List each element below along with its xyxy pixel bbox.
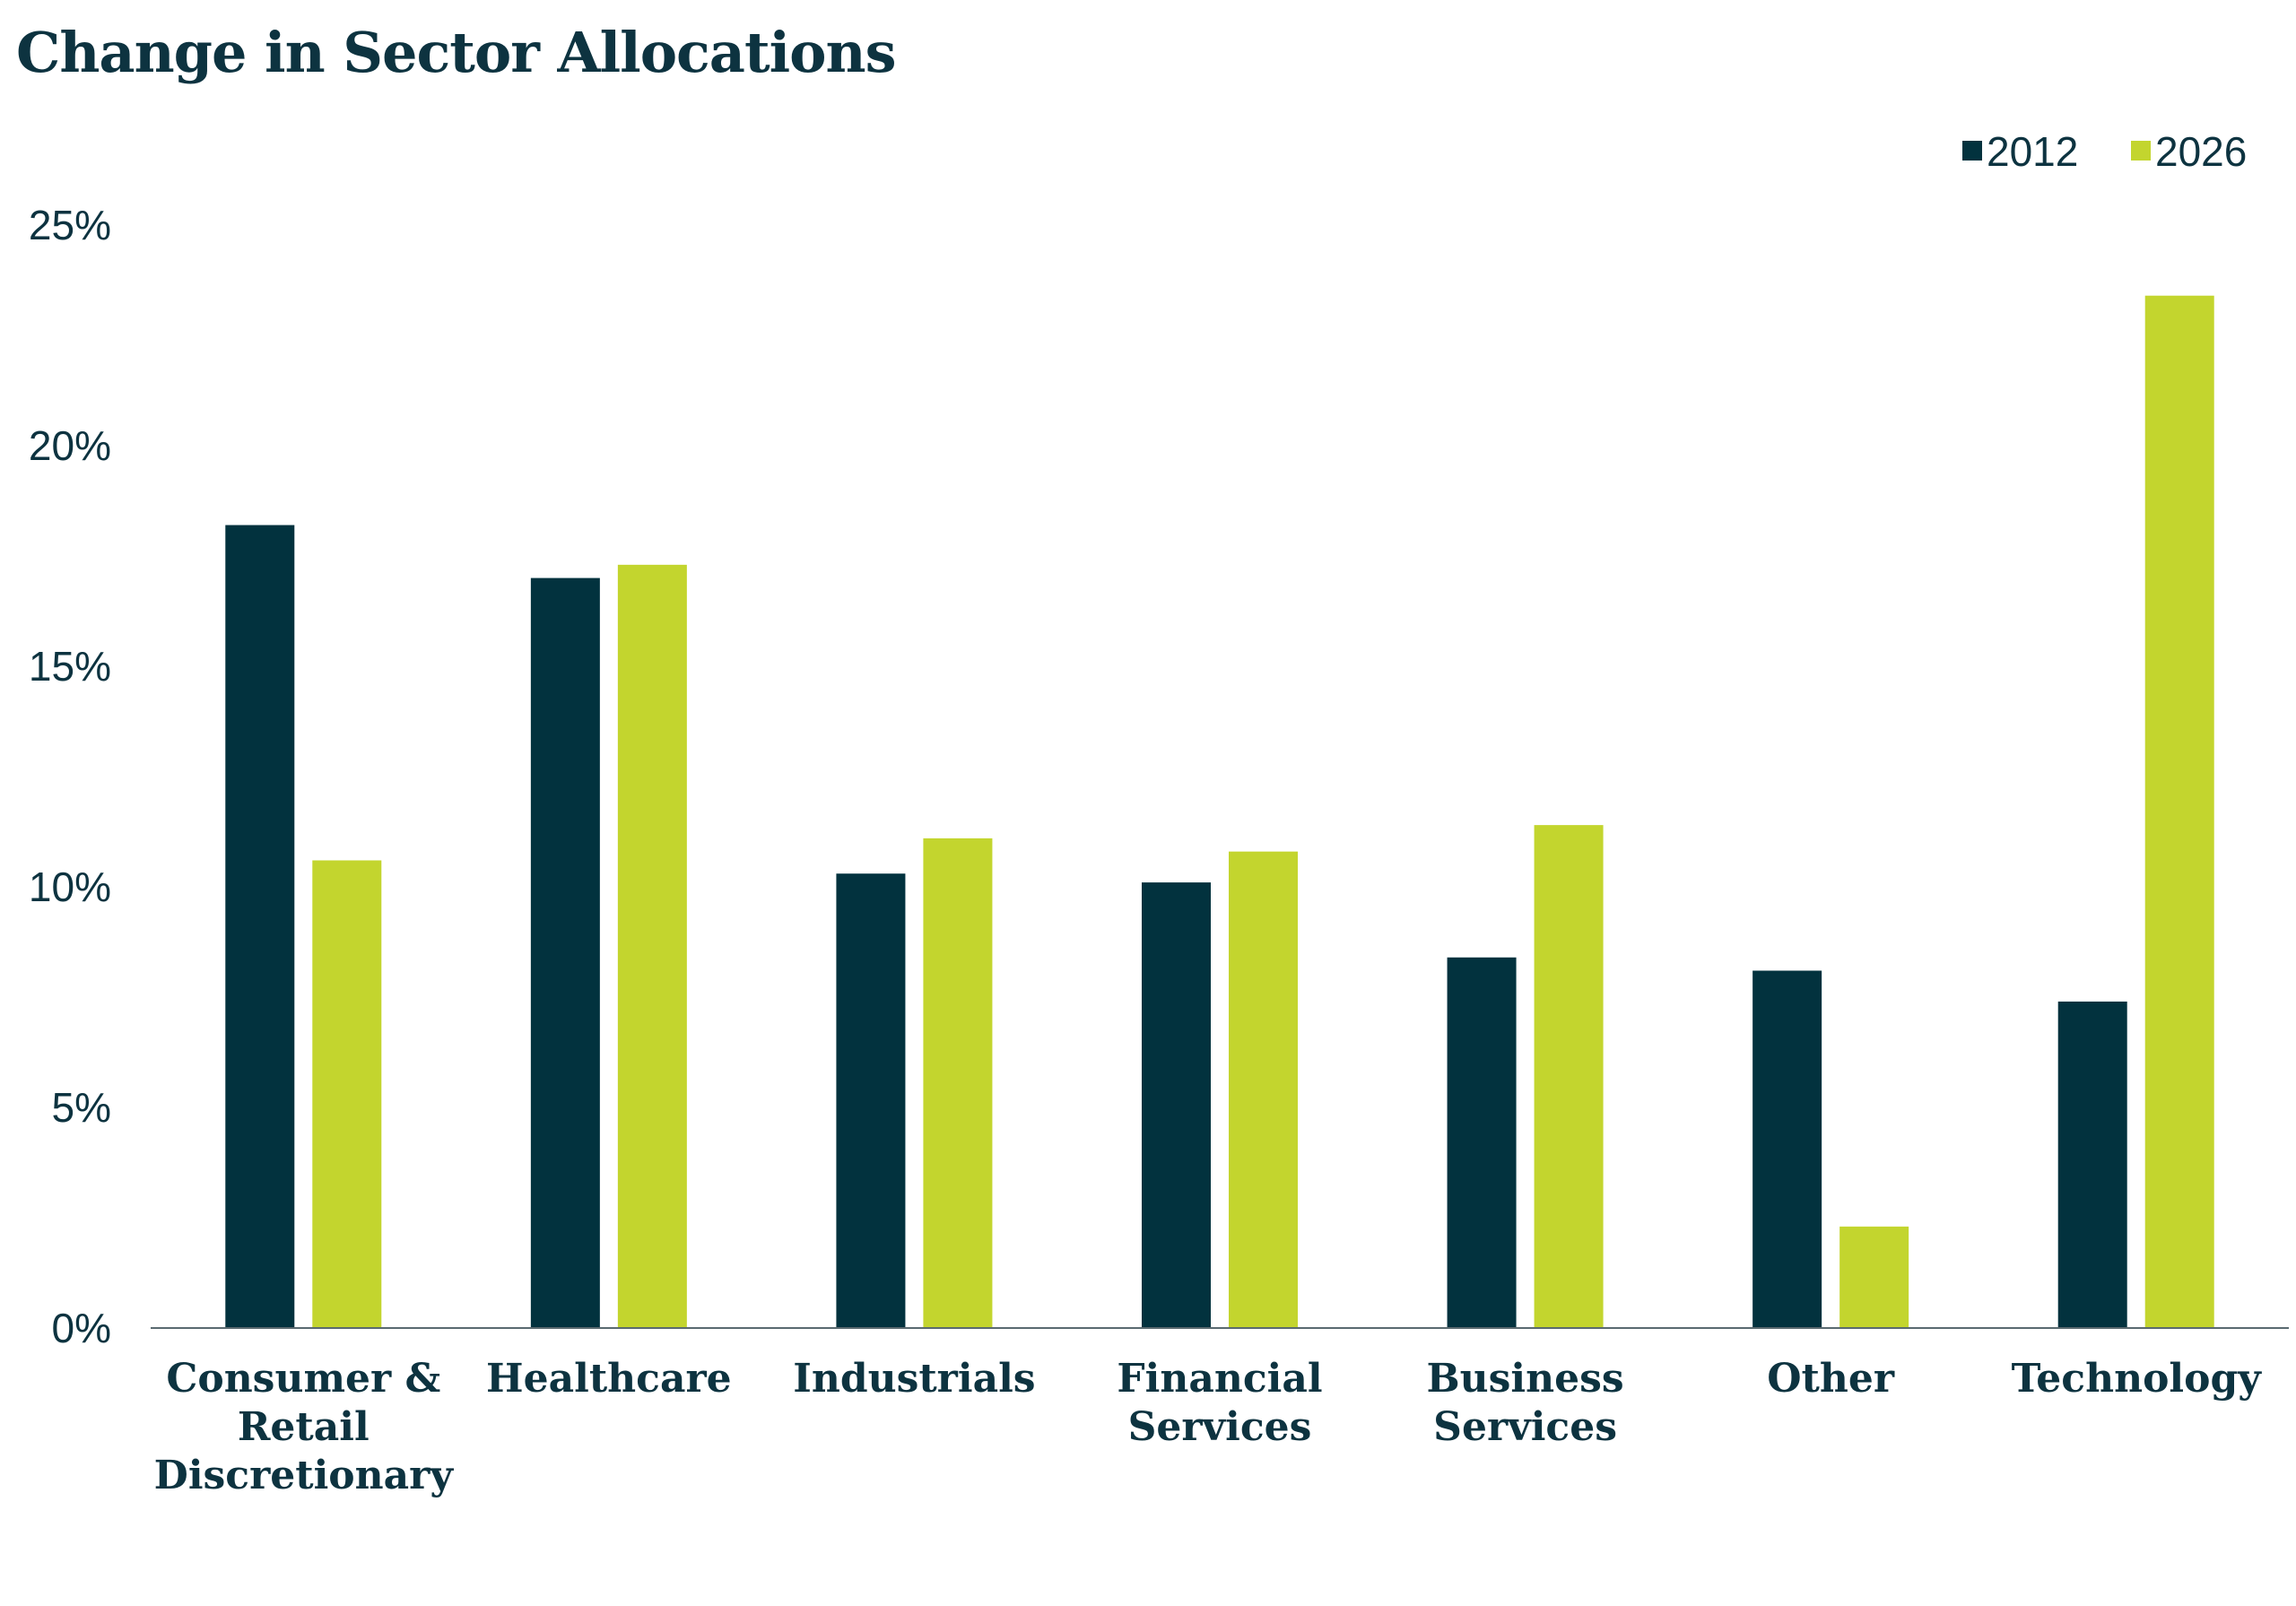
y-tick-label: 5% [52, 1084, 111, 1131]
category-label-line: Retail [238, 1404, 370, 1450]
category-labels: Consumer & Retail Discretionary Healthcare I… [154, 1356, 2263, 1498]
y-tick-label: 0% [52, 1305, 111, 1351]
bar-2026-0 [312, 860, 382, 1328]
y-tick-label: 25% [29, 202, 111, 248]
legend-swatch [1962, 141, 1982, 161]
category-label-line: Services [1128, 1404, 1312, 1450]
category-label: Financial Services [1117, 1356, 1322, 1450]
bar-2012-1 [530, 577, 600, 1328]
category-label-line: Consumer & [166, 1356, 440, 1402]
y-tick-label: 15% [29, 643, 111, 690]
category-label-line: Financial [1117, 1356, 1322, 1402]
bar-2012-4 [1447, 957, 1517, 1328]
category-label: Healthcare [486, 1356, 732, 1402]
bar-2026-1 [617, 564, 687, 1328]
category-label: Business Services [1426, 1356, 1623, 1450]
y-axis-ticks: 0% 5% 10% 15% 20% 25% [29, 202, 111, 1351]
legend-label: 2026 [2155, 128, 2247, 175]
bar-2012-6 [2057, 1001, 2127, 1328]
bar-2012-2 [836, 873, 906, 1328]
category-label-line: Services [1433, 1404, 1617, 1450]
category-label: Technology [2012, 1356, 2263, 1402]
bar-2026-2 [923, 838, 993, 1328]
bar-2012-3 [1142, 882, 1211, 1328]
bar-2026-3 [1229, 851, 1298, 1328]
y-tick-label: 20% [29, 422, 111, 469]
legend-label: 2012 [1987, 128, 2078, 175]
chart-title: Change in Sector Allocations [16, 20, 896, 85]
category-label-line: Discretionary [154, 1453, 455, 1498]
y-tick-label: 10% [29, 864, 111, 910]
category-label-line: Industrials [793, 1356, 1035, 1402]
category-label: Consumer & Retail Discretionary [154, 1356, 455, 1498]
bar-2012-5 [1752, 970, 1822, 1328]
category-label-line: Other [1767, 1356, 1895, 1402]
category-label: Other [1767, 1356, 1895, 1402]
bar-2012-0 [225, 525, 295, 1328]
legend-swatch [2131, 141, 2151, 161]
category-label-line: Technology [2012, 1356, 2263, 1402]
legend: 2012 2026 [1962, 128, 2247, 175]
category-label: Industrials [793, 1356, 1035, 1402]
category-label-line: Healthcare [486, 1356, 732, 1402]
bar-2026-5 [1839, 1226, 1909, 1328]
category-label-line: Business [1426, 1356, 1623, 1402]
bar-2026-4 [1534, 825, 1604, 1328]
bars [225, 295, 2214, 1329]
bar-2026-6 [2144, 295, 2214, 1329]
